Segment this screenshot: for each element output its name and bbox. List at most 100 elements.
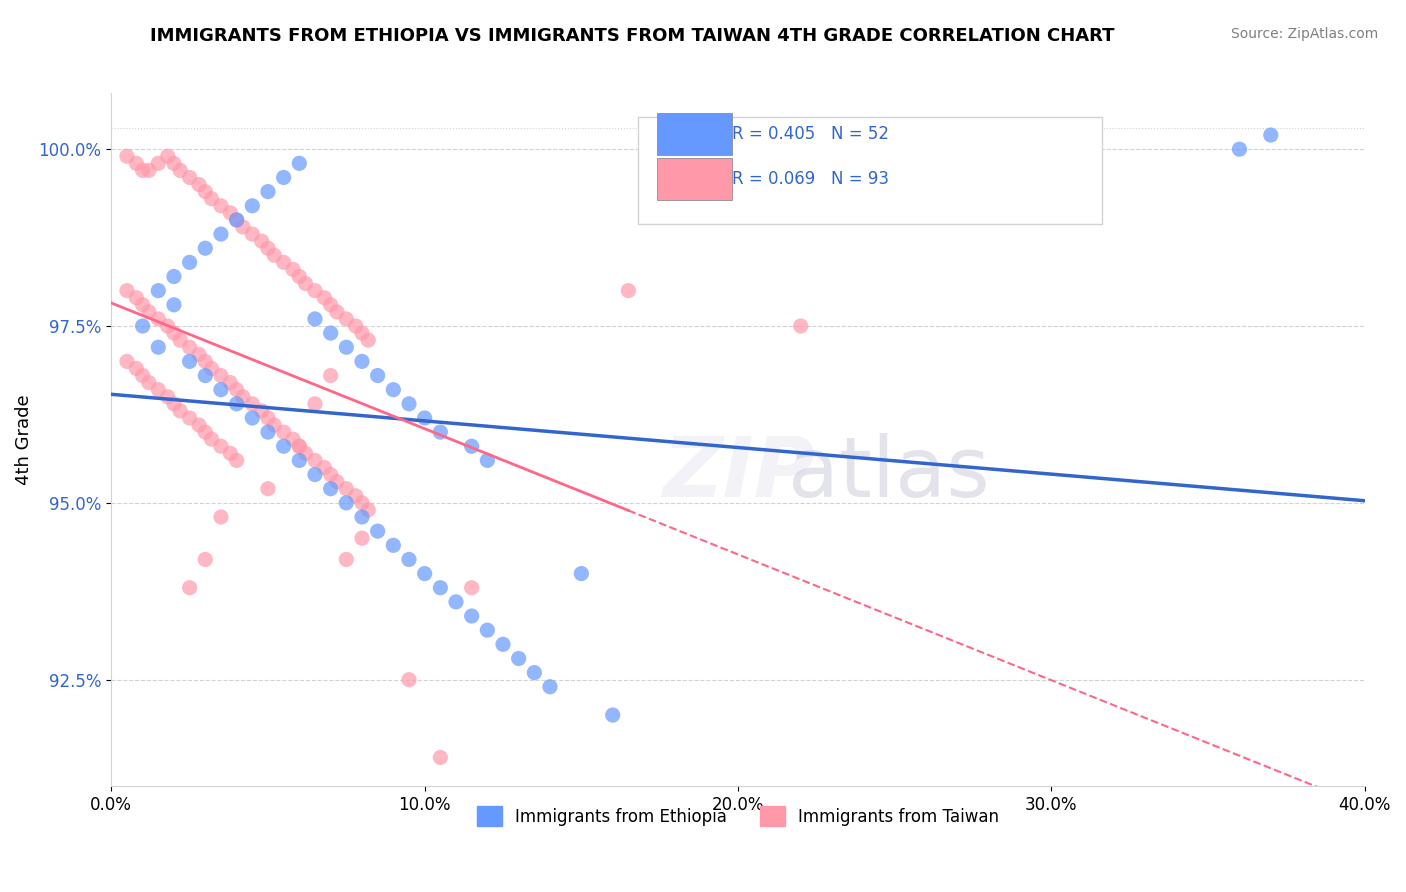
Point xyxy=(131,318,153,333)
Point xyxy=(367,524,389,538)
Y-axis label: 4th Grade: 4th Grade xyxy=(15,394,32,484)
Point xyxy=(209,227,232,241)
Point xyxy=(257,411,280,425)
Point xyxy=(477,453,499,467)
Point xyxy=(335,496,357,510)
Point xyxy=(200,361,222,376)
Legend: Immigrants from Ethiopia, Immigrants from Taiwan: Immigrants from Ethiopia, Immigrants fro… xyxy=(470,799,1007,833)
Text: atlas: atlas xyxy=(787,434,990,515)
Point xyxy=(335,552,357,566)
Point xyxy=(148,284,170,298)
Point xyxy=(294,277,316,291)
Point xyxy=(350,326,373,340)
Point xyxy=(319,326,342,340)
Point xyxy=(115,284,138,298)
Point xyxy=(138,376,160,390)
Point xyxy=(288,439,311,453)
Point xyxy=(444,595,467,609)
Point xyxy=(319,298,342,312)
Point xyxy=(209,368,232,383)
Point xyxy=(194,368,217,383)
Point xyxy=(314,291,336,305)
Point xyxy=(131,298,153,312)
Text: R = 0.069   N = 93: R = 0.069 N = 93 xyxy=(731,170,889,188)
Point xyxy=(179,170,201,185)
FancyBboxPatch shape xyxy=(657,113,731,155)
Point xyxy=(508,651,530,665)
Point xyxy=(398,552,420,566)
Point xyxy=(250,234,273,248)
Point xyxy=(350,496,373,510)
Point xyxy=(273,425,295,439)
FancyBboxPatch shape xyxy=(657,159,731,200)
Point xyxy=(179,411,201,425)
Point xyxy=(200,432,222,446)
Point xyxy=(194,425,217,439)
Point xyxy=(429,750,451,764)
Point xyxy=(163,298,186,312)
Point xyxy=(156,149,179,163)
Point xyxy=(179,354,201,368)
Point xyxy=(240,199,263,213)
Point xyxy=(569,566,592,581)
Point xyxy=(790,318,813,333)
Point xyxy=(1260,128,1282,142)
Point xyxy=(148,312,170,326)
Point xyxy=(382,538,405,552)
Point xyxy=(169,404,191,418)
Point xyxy=(319,368,342,383)
Point xyxy=(125,156,148,170)
Point xyxy=(219,376,242,390)
Point xyxy=(398,673,420,687)
Point xyxy=(225,383,247,397)
Point xyxy=(288,439,311,453)
Point xyxy=(367,368,389,383)
Point xyxy=(240,397,263,411)
Point xyxy=(288,269,311,284)
Point xyxy=(319,482,342,496)
Point xyxy=(225,397,247,411)
Point xyxy=(240,411,263,425)
Point xyxy=(602,708,624,723)
Point xyxy=(319,467,342,482)
Point xyxy=(304,467,326,482)
Point xyxy=(131,368,153,383)
Point xyxy=(460,439,482,453)
Point xyxy=(194,552,217,566)
Point xyxy=(125,361,148,376)
Point xyxy=(250,404,273,418)
Point xyxy=(335,340,357,354)
Point xyxy=(263,418,285,433)
Point xyxy=(156,390,179,404)
Point xyxy=(492,637,515,651)
Point xyxy=(294,446,316,460)
Point xyxy=(209,383,232,397)
Point xyxy=(156,318,179,333)
Point xyxy=(288,453,311,467)
Point xyxy=(344,318,367,333)
Point xyxy=(138,163,160,178)
Text: ZIP: ZIP xyxy=(662,434,814,515)
Point xyxy=(125,291,148,305)
Point xyxy=(225,213,247,227)
Point xyxy=(617,284,640,298)
Point xyxy=(209,510,232,524)
Point xyxy=(281,432,304,446)
Point xyxy=(148,340,170,354)
Point xyxy=(382,383,405,397)
Point xyxy=(194,354,217,368)
Point xyxy=(232,390,254,404)
Point xyxy=(273,439,295,453)
Point xyxy=(188,418,211,433)
Point xyxy=(350,531,373,545)
Point xyxy=(257,482,280,496)
Point xyxy=(335,312,357,326)
Point xyxy=(304,453,326,467)
Point xyxy=(263,248,285,262)
Point xyxy=(357,503,380,517)
Point xyxy=(163,397,186,411)
Point xyxy=(257,425,280,439)
Point xyxy=(188,178,211,192)
Point xyxy=(163,269,186,284)
Point xyxy=(225,453,247,467)
